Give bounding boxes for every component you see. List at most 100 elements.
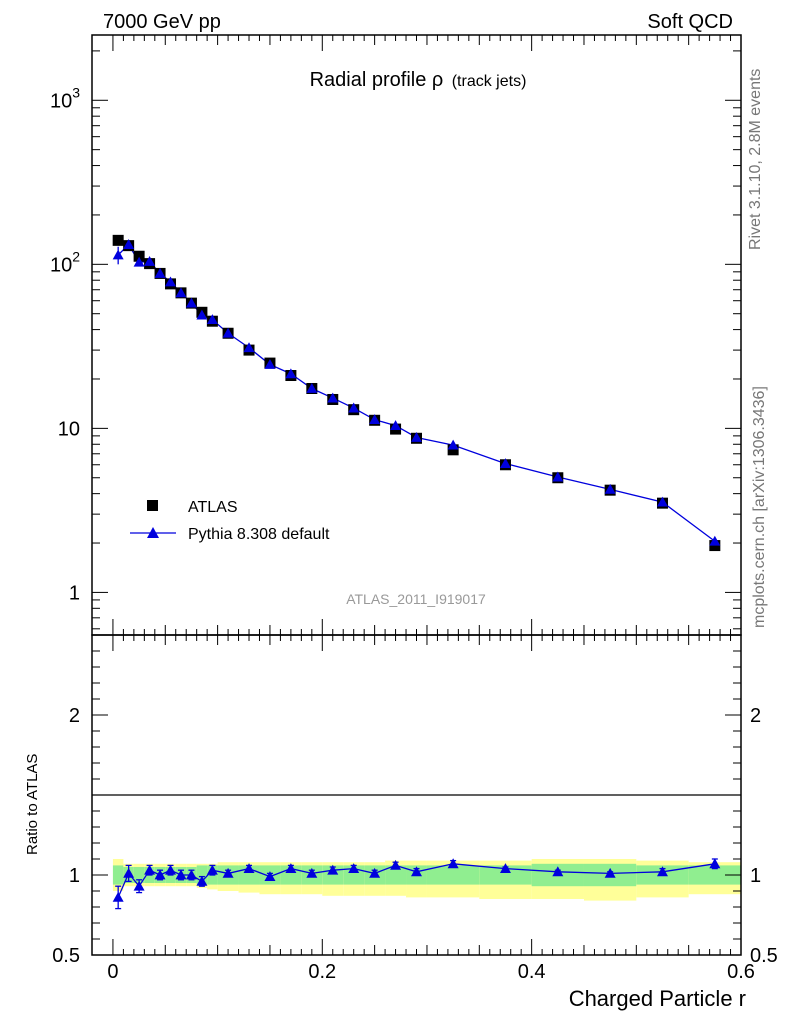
mc-point: [144, 256, 156, 266]
x-tick-label: 0.2: [308, 961, 336, 983]
ratio-y-tick-label-right: 1: [750, 865, 761, 887]
ratio-y-tick-label: 2: [69, 705, 80, 727]
main-plot-frame: [91, 34, 742, 636]
mc-point: [552, 471, 564, 482]
main-y-tick-label: 10: [58, 418, 80, 440]
data-point: [133, 250, 145, 262]
ratio-point: [222, 867, 234, 878]
ratio-point: [243, 863, 255, 873]
ratio-point: [206, 864, 218, 875]
ratio-point: [447, 858, 459, 869]
main-y-tick-label: 103: [50, 84, 80, 112]
ratio-point: [411, 866, 422, 877]
ratio-band-inner: [688, 865, 741, 885]
x-tick-label: 0.6: [727, 961, 755, 983]
ratio-point: [285, 863, 297, 873]
mc-point: [206, 314, 218, 325]
ratio-plot-frame: [91, 634, 742, 956]
legend-marker-pythia: [147, 527, 159, 538]
rivet-label: Rivet 3.1.10, 2.8M events: [747, 69, 764, 250]
main-title-suffix: (track jets): [452, 73, 527, 90]
header-right: Soft QCD: [647, 11, 733, 33]
ratio-point: [369, 867, 381, 878]
mc-point: [165, 276, 177, 287]
mc-point: [656, 496, 668, 507]
ratio-point: [604, 867, 616, 878]
main-title: Radial profile ρ (track jets): [310, 69, 527, 91]
mc-point: [243, 342, 255, 353]
data-point: [112, 234, 124, 246]
mc-point: [285, 368, 297, 379]
main-series-layer: [112, 234, 721, 552]
ratio-point: [552, 866, 564, 877]
mc-point: [411, 431, 422, 442]
x-axis-label: Charged Particle r: [569, 986, 746, 1011]
x-tick-label: 0.4: [518, 961, 546, 983]
ratio-series-layer: [112, 858, 721, 910]
ratio-point: [154, 869, 166, 880]
ratio-y-tick-label-right: 2: [750, 705, 761, 727]
mc-point: [369, 414, 381, 425]
ratio-point: [327, 864, 339, 875]
ratio-band-inner: [385, 865, 407, 885]
ratio-y-axis-label: Ratio to ATLAS: [24, 754, 41, 855]
ratio-point: [144, 864, 156, 875]
ratio-band-inner: [479, 865, 532, 885]
mc-point: [390, 420, 402, 430]
mcplots-label: mcplots.cern.ch [arXiv:1306.3436]: [751, 386, 768, 628]
ratio-plot-panel: 0.5 0.5 1 1 2 2: [52, 634, 778, 967]
ratio-point: [264, 871, 276, 881]
legend-marker-atlas: [147, 500, 158, 511]
mc-point: [175, 287, 187, 298]
ratio-point: [185, 869, 197, 880]
ratio-y-tick-label: 1: [69, 865, 80, 887]
mc-point: [709, 535, 721, 546]
legend-label-pythia: Pythia 8.308 default: [188, 526, 330, 543]
main-y-tick-label: 1: [69, 582, 80, 604]
mc-point: [306, 382, 318, 393]
mc-point: [185, 297, 197, 308]
mc-point: [123, 239, 135, 249]
ratio-bands: [112, 859, 741, 901]
mc-point: [327, 392, 339, 403]
ratio-point: [656, 866, 668, 877]
ratio-point: [348, 863, 360, 873]
mc-point: [112, 249, 124, 260]
analysis-watermark: ATLAS_2011_I919017: [346, 591, 486, 607]
mc-series-line: [117, 243, 716, 542]
ratio-point: [499, 863, 511, 873]
ratio-y-tick-labels: 0.5 0.5 1 1 2 2: [52, 705, 778, 967]
main-plot-panel: 1 10 102 103: [50, 34, 742, 636]
ratio-point: [709, 858, 721, 869]
legend-label-atlas: ATLAS: [188, 499, 238, 516]
mc-point: [604, 483, 616, 494]
ratio-point: [196, 875, 208, 886]
main-y-tick-label: 102: [50, 248, 80, 276]
ratio-band-inner: [196, 865, 208, 885]
mc-point: [133, 256, 145, 267]
mc-point: [222, 327, 234, 338]
mc-point: [348, 402, 360, 413]
legend: ATLAS Pythia 8.308 default: [130, 499, 330, 543]
ratio-point: [112, 891, 124, 902]
ratio-band-inner: [112, 865, 124, 885]
mc-point: [196, 309, 208, 320]
main-ticks: [92, 35, 742, 635]
ratio-y-tick-label: 0.5: [52, 945, 80, 967]
ratio-point: [133, 880, 145, 891]
data-point: [447, 444, 459, 456]
ratio-point: [123, 867, 135, 878]
header-left: 7000 GeV pp: [103, 11, 221, 33]
ratio-point: [175, 869, 187, 880]
ratio-point: [390, 859, 402, 870]
mc-point: [447, 439, 459, 450]
mc-point: [499, 458, 511, 468]
mc-point: [264, 359, 276, 369]
x-tick-labels: 0 0.2 0.4 0.6: [107, 961, 755, 983]
ratio-band-inner: [426, 865, 480, 885]
main-y-tick-labels: 1 10 102 103: [50, 84, 80, 604]
ratio-point: [165, 864, 177, 875]
ratio-point: [306, 867, 318, 878]
x-tick-label: 0: [107, 961, 118, 983]
ratio-y-tick-label-right: 0.5: [750, 945, 778, 967]
